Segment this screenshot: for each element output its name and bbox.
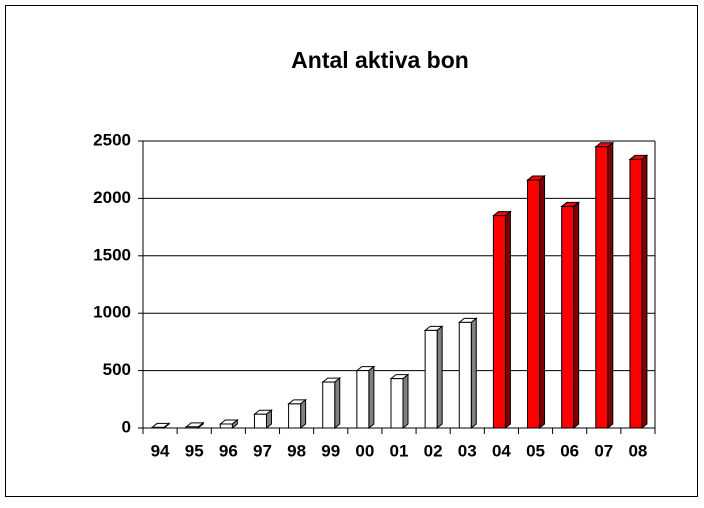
bar — [356, 370, 370, 429]
x-tick-label: 08 — [628, 441, 647, 460]
bar-side — [334, 377, 341, 430]
bar-side — [573, 201, 580, 430]
chart-border — [5, 5, 698, 497]
y-tick-label: 1000 — [93, 303, 131, 322]
x-tick-label: 00 — [355, 441, 374, 460]
x-tick-label: 96 — [219, 441, 238, 460]
bar-side — [368, 365, 375, 430]
chart-title: Antal aktiva bon — [291, 47, 469, 73]
x-tick-label: 05 — [526, 441, 545, 460]
x-tick-label: 07 — [594, 441, 613, 460]
y-tick-label: 500 — [103, 360, 131, 379]
x-tick-label: 02 — [424, 441, 443, 460]
bar — [288, 403, 302, 429]
bar-side — [607, 141, 614, 430]
bar — [561, 205, 575, 429]
bar-side — [470, 317, 477, 430]
bar — [219, 423, 233, 429]
bar — [424, 329, 438, 429]
bar — [527, 179, 541, 429]
y-tick-label: 2500 — [93, 130, 131, 149]
bar-side — [539, 174, 546, 430]
x-tick-label: 97 — [253, 441, 272, 460]
bar — [492, 215, 506, 429]
x-tick-label: 95 — [185, 441, 204, 460]
bar — [151, 426, 165, 429]
bar-side — [402, 373, 409, 430]
bar — [253, 413, 267, 429]
y-tick-label: 2000 — [93, 188, 131, 207]
x-tick-label: 06 — [560, 441, 579, 460]
bar-side — [641, 154, 648, 430]
bar-side — [504, 210, 511, 430]
y-tick-label: 0 — [122, 417, 131, 436]
bar — [185, 426, 199, 429]
bar — [629, 158, 643, 429]
bar-side — [300, 398, 307, 430]
x-tick-label: 94 — [151, 441, 170, 460]
x-tick-label: 03 — [458, 441, 477, 460]
bar-side — [436, 325, 443, 430]
bar — [322, 381, 336, 429]
bar — [390, 378, 404, 429]
x-tick-label: 01 — [390, 441, 409, 460]
x-tick-label: 98 — [287, 441, 306, 460]
y-tick-label: 1500 — [93, 245, 131, 264]
bar — [595, 146, 609, 429]
bar — [458, 321, 472, 429]
x-tick-label: 99 — [321, 441, 340, 460]
x-tick-label: 04 — [492, 441, 511, 460]
